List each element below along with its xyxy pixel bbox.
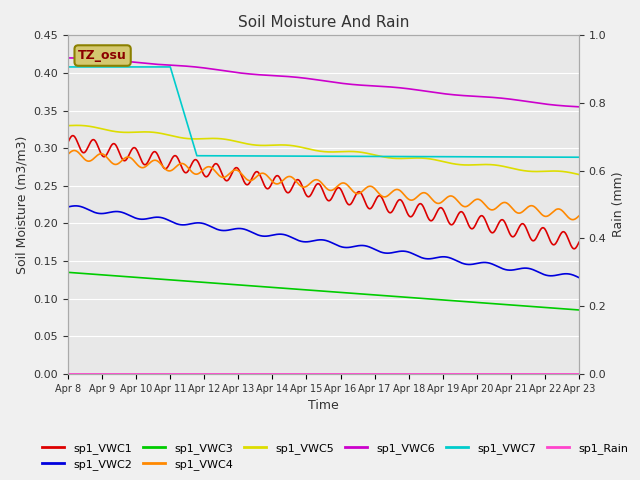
sp1_VWC6 (355, 82, 363, 88)
sp1_VWC5 (282, 142, 289, 148)
sp1_VWC5 (355, 149, 363, 155)
sp1_VWC5 (64, 123, 72, 129)
Line: sp1_VWC5: sp1_VWC5 (68, 125, 579, 175)
Text: TZ_osu: TZ_osu (78, 49, 127, 62)
sp1_VWC2 (292, 237, 300, 242)
sp1_Rain (355, 371, 363, 377)
Legend: sp1_VWC1, sp1_VWC2, sp1_VWC3, sp1_VWC4, sp1_VWC5, sp1_VWC6, sp1_VWC7, sp1_Rain: sp1_VWC1, sp1_VWC2, sp1_VWC3, sp1_VWC4, … (38, 438, 633, 474)
sp1_VWC6 (64, 55, 72, 61)
sp1_VWC5 (292, 143, 300, 149)
sp1_Rain (575, 371, 583, 377)
sp1_VWC6 (104, 57, 111, 62)
Line: sp1_VWC1: sp1_VWC1 (68, 136, 579, 249)
sp1_Rain (104, 371, 111, 377)
sp1_VWC7 (125, 64, 132, 70)
sp1_VWC2 (64, 204, 72, 210)
sp1_VWC6 (281, 73, 289, 79)
sp1_VWC6 (125, 59, 132, 64)
sp1_VWC4 (64, 151, 72, 157)
Line: sp1_VWC6: sp1_VWC6 (68, 58, 579, 107)
sp1_Rain (301, 371, 308, 377)
sp1_VWC1 (575, 240, 583, 245)
sp1_VWC4 (575, 213, 583, 219)
Y-axis label: Rain (mm): Rain (mm) (612, 172, 625, 238)
sp1_VWC2 (125, 212, 132, 218)
sp1_VWC4 (355, 191, 363, 196)
sp1_VWC1 (64, 139, 72, 145)
sp1_VWC4 (70, 148, 78, 154)
Line: sp1_VWC3: sp1_VWC3 (68, 272, 579, 310)
sp1_VWC2 (575, 275, 583, 280)
sp1_VWC3 (292, 286, 300, 292)
sp1_VWC1 (125, 153, 132, 158)
sp1_VWC6 (292, 74, 300, 80)
Y-axis label: Soil Moisture (m3/m3): Soil Moisture (m3/m3) (15, 135, 28, 274)
sp1_VWC7 (355, 154, 363, 159)
sp1_VWC1 (570, 246, 578, 252)
sp1_VWC3 (125, 274, 132, 280)
sp1_VWC3 (575, 307, 583, 313)
sp1_VWC3 (301, 287, 308, 293)
X-axis label: Time: Time (308, 399, 339, 412)
sp1_VWC3 (64, 269, 72, 275)
sp1_VWC2 (301, 239, 308, 245)
sp1_VWC4 (125, 154, 132, 160)
sp1_VWC1 (355, 189, 363, 194)
sp1_VWC5 (125, 130, 132, 135)
sp1_VWC5 (104, 127, 112, 133)
sp1_VWC4 (104, 156, 112, 161)
Line: sp1_VWC7: sp1_VWC7 (68, 67, 579, 157)
sp1_VWC3 (281, 286, 289, 291)
Line: sp1_VWC2: sp1_VWC2 (68, 206, 579, 277)
Line: sp1_VWC4: sp1_VWC4 (68, 151, 579, 220)
sp1_VWC7 (104, 64, 111, 70)
sp1_VWC3 (355, 291, 363, 297)
sp1_Rain (125, 371, 132, 377)
sp1_VWC5 (575, 172, 583, 178)
sp1_VWC2 (104, 210, 112, 216)
sp1_VWC7 (292, 153, 300, 159)
sp1_Rain (64, 371, 72, 377)
sp1_VWC1 (301, 190, 308, 195)
sp1_VWC5 (73, 122, 81, 128)
sp1_VWC2 (72, 203, 79, 209)
sp1_VWC2 (355, 243, 363, 249)
sp1_VWC3 (104, 272, 111, 278)
sp1_VWC1 (292, 178, 300, 184)
sp1_VWC7 (281, 153, 289, 159)
sp1_Rain (281, 371, 289, 377)
sp1_VWC7 (575, 155, 583, 160)
sp1_VWC4 (569, 217, 577, 223)
sp1_Rain (292, 371, 300, 377)
sp1_VWC1 (104, 149, 112, 155)
sp1_VWC4 (301, 184, 308, 190)
sp1_VWC7 (64, 64, 72, 70)
sp1_VWC1 (69, 133, 77, 139)
Title: Soil Moisture And Rain: Soil Moisture And Rain (238, 15, 409, 30)
sp1_VWC5 (301, 145, 308, 151)
sp1_VWC7 (301, 153, 308, 159)
sp1_VWC2 (282, 232, 289, 238)
sp1_VWC6 (301, 75, 308, 81)
sp1_VWC1 (282, 187, 289, 193)
sp1_VWC6 (575, 104, 583, 110)
sp1_VWC4 (292, 178, 300, 184)
sp1_VWC4 (282, 176, 289, 181)
